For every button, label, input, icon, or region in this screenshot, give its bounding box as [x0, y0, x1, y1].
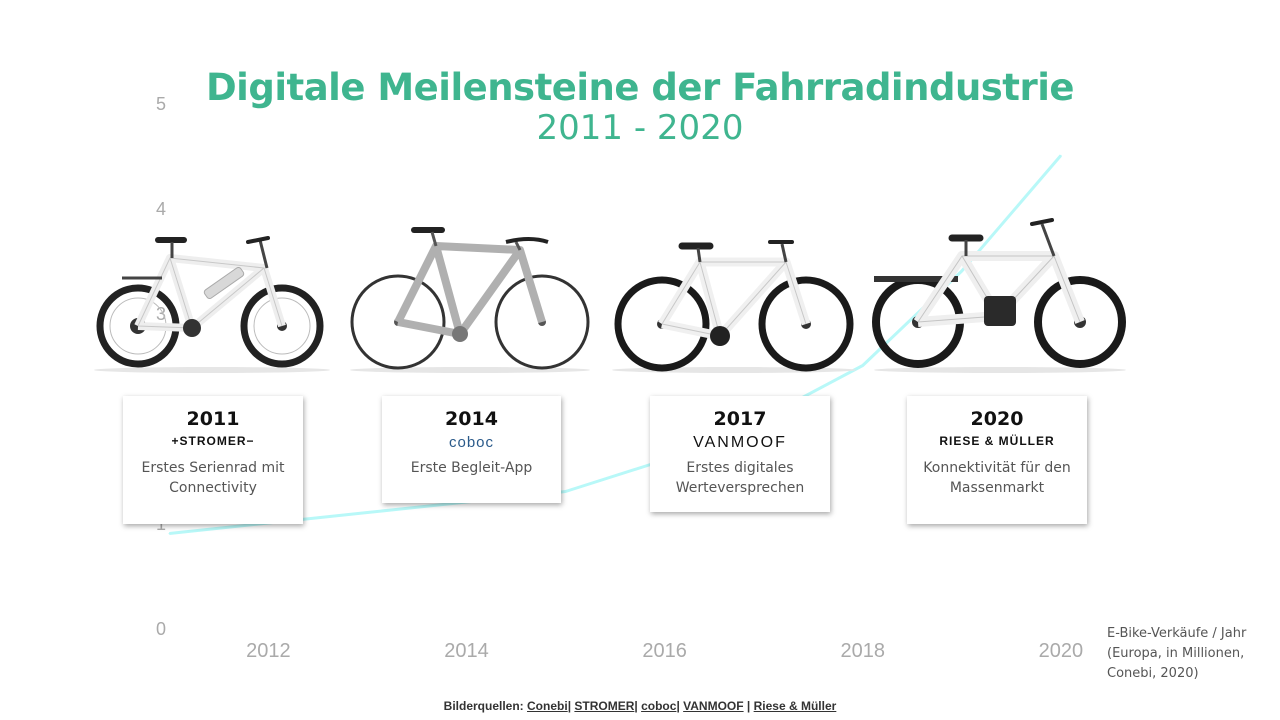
sales-data-point — [168, 532, 171, 535]
x-tick-label: 2018 — [840, 640, 885, 662]
stromer-logo: +STROMER− — [171, 434, 255, 448]
x-axis-ticks: 2012 2014 2016 2018 2020 — [246, 640, 1083, 662]
y-tick-label: 5 — [156, 94, 166, 114]
milestone-year: 2020 — [970, 408, 1024, 430]
sales-data-point — [861, 364, 864, 367]
milestone-year: 2017 — [713, 408, 767, 430]
milestone-description: Konnektivität für den Massenmarkt — [923, 460, 1071, 496]
milestone-card-2014: 2014 coboc Erste Begleit-App — [382, 396, 561, 503]
source-link-coboc[interactable]: coboc — [641, 699, 677, 713]
vanmoof-logo: VANMOOF — [693, 434, 787, 451]
sales-data-point — [366, 511, 369, 514]
bike-image-coboc — [350, 227, 590, 373]
chart-title: Digitale Meilensteine der Fahrradindustr… — [205, 66, 1075, 109]
bike-image-riese-mueller — [872, 218, 1126, 373]
milestone-year: 2014 — [445, 408, 498, 430]
sales-data-point — [960, 270, 963, 272]
y-tick-label: 4 — [156, 199, 166, 219]
y-tick-label: 1 — [156, 514, 166, 534]
axis-note: E-Bike-Verkäufe / Jahr (Europa, in Milli… — [1107, 626, 1247, 681]
milestone-card-2017: 2017 VANMOOF Erstes digitales Werteversp… — [650, 396, 830, 512]
source-link-conebi[interactable]: Conebi — [527, 699, 568, 713]
milestone-description: Erstes digitales Werteversprechen — [675, 460, 805, 496]
milestone-card-2011: 2011 +STROMER− Erstes Serienrad mit Conn… — [123, 396, 303, 524]
x-tick-label: 2012 — [246, 640, 291, 662]
source-link-vanmoof[interactable]: VANMOOF — [683, 699, 744, 713]
milestone-description: Erstes Serienrad mit Connectivity — [141, 460, 285, 496]
y-tick-label: 3 — [156, 304, 166, 324]
milestone-description: Erste Begleit-App — [410, 460, 533, 476]
sales-data-point — [1060, 154, 1062, 157]
sources-prefix: Bilderquellen: — [443, 699, 528, 713]
milestone-card-2020: 2020 RIESE & MÜLLER Konnektivität für de… — [907, 396, 1087, 524]
x-tick-label: 2016 — [642, 640, 687, 662]
bike-image-stromer — [94, 236, 330, 373]
x-tick-label: 2020 — [1039, 640, 1084, 662]
riese-mueller-logo: RIESE & MÜLLER — [939, 434, 1055, 448]
sales-data-point — [564, 490, 567, 493]
y-tick-label: 0 — [156, 619, 166, 639]
bike-image-vanmoof — [612, 240, 856, 373]
coboc-logo: coboc — [448, 434, 495, 451]
source-link-stromer[interactable]: STROMER — [574, 699, 635, 713]
source-link-riese-mueller[interactable]: Riese & Müller — [753, 699, 837, 713]
x-tick-label: 2014 — [444, 640, 489, 662]
sales-line — [169, 154, 1062, 535]
chart-subtitle: 2011 - 2020 — [536, 108, 744, 148]
milestone-year: 2011 — [186, 408, 240, 430]
image-sources: Bilderquellen: Conebi| STROMER| coboc| V… — [443, 699, 837, 713]
